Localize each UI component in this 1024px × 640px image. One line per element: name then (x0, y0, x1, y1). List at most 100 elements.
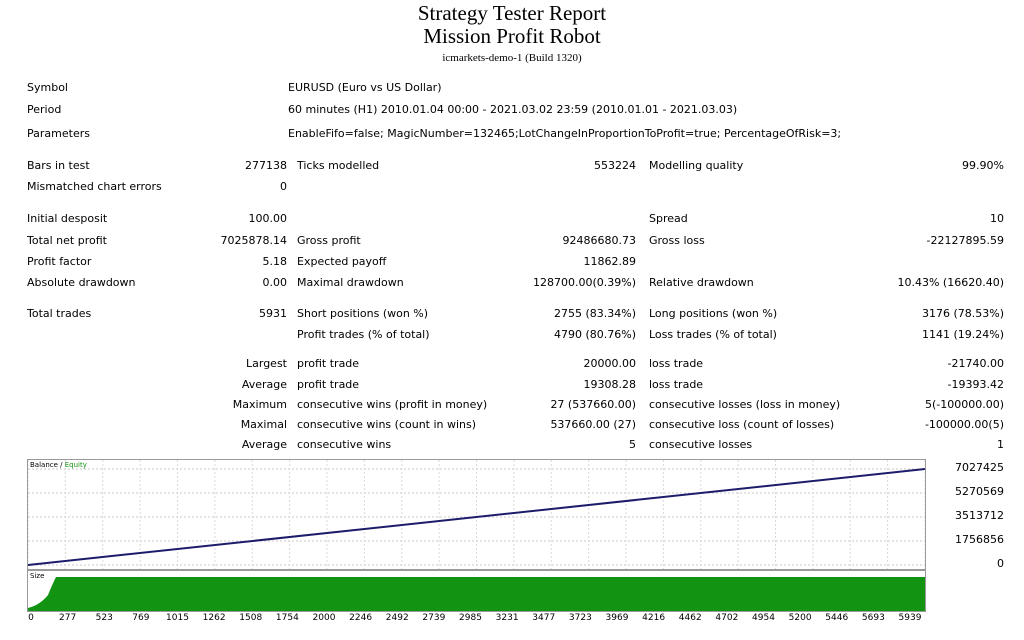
average-profit-value: 19308.28 (583, 378, 637, 391)
spread-value: 10 (990, 212, 1004, 225)
maximum-label: Maximum (232, 398, 287, 411)
x-tick-label: 3969 (605, 613, 629, 623)
period-label: Period (27, 103, 62, 116)
gross-profit-value: 92486680.73 (562, 234, 636, 247)
avg-consec-wins-label: consecutive wins (297, 438, 392, 451)
size-label: Size (30, 572, 45, 580)
profit-factor-label: Profit factor (27, 255, 92, 268)
size-chart: Size (27, 570, 926, 612)
y-tick-label: 3513712 (955, 509, 1004, 522)
y-tick-label: 5270569 (955, 485, 1004, 498)
rel-drawdown-label: Relative drawdown (649, 276, 754, 289)
average-loss-value: -19393.42 (947, 378, 1004, 391)
abs-drawdown-label: Absolute drawdown (27, 276, 136, 289)
parameters-value: EnableFifo=false; MagicNumber=132465;Lot… (288, 127, 842, 140)
x-tick-label: 2492 (385, 613, 409, 623)
largest-profit-label: profit trade (297, 357, 360, 370)
x-tick-label: 2000 (312, 613, 336, 623)
x-tick-label: 1754 (275, 613, 299, 623)
x-tick-label: 4216 (642, 613, 666, 623)
chart-legend: Balance / Equity (30, 461, 87, 469)
gross-loss-label: Gross loss (649, 234, 705, 247)
loss-trades-label: Loss trades (% of total) (649, 328, 777, 341)
period-value: 60 minutes (H1) 2010.01.04 00:00 - 2021.… (288, 103, 738, 116)
deposit-label: Initial desposit (27, 212, 108, 225)
maximal-consec-loss-label: consecutive loss (count of losses) (649, 418, 835, 431)
total-trades-value: 5931 (259, 307, 287, 320)
quality-label: Modelling quality (649, 159, 744, 172)
legend-balance: Balance (30, 461, 58, 469)
x-tick-label: 2739 (422, 613, 446, 623)
maximal-consec-loss-value: -100000.00(5) (924, 418, 1004, 431)
x-tick-label: 4462 (678, 613, 702, 623)
x-tick-label: 3477 (532, 613, 556, 623)
x-tick-label: 1015 (166, 613, 189, 623)
profit-trades-value: 4790 (80.76%) (553, 328, 636, 341)
x-tick-label: 5200 (788, 613, 812, 623)
report-subtitle: Mission Profit Robot (423, 24, 601, 48)
ticks-value: 553224 (594, 159, 636, 172)
max-drawdown-value: 128700.00(0.39%) (532, 276, 636, 289)
bars-value: 277138 (245, 159, 287, 172)
max-drawdown-label: Maximal drawdown (297, 276, 404, 289)
profit-trades-label: Profit trades (% of total) (297, 328, 430, 341)
x-tick-label: 277 (59, 613, 77, 623)
short-positions-value: 2755 (83.34%) (553, 307, 636, 320)
average-label: Average (241, 378, 287, 391)
average-loss-label: loss trade (649, 378, 704, 391)
x-tick-label: 3231 (495, 613, 519, 623)
x-tick-label: 1262 (202, 613, 226, 623)
profit-factor-value: 5.18 (262, 255, 288, 268)
largest-loss-label: loss trade (649, 357, 704, 370)
balance-chart: Balance / Equity (27, 459, 926, 570)
largest-label: Largest (246, 357, 287, 370)
x-tick-label: 4702 (715, 613, 739, 623)
report-title: Strategy Tester Report (417, 1, 607, 25)
loss-trades-value: 1141 (19.24%) (921, 328, 1004, 341)
long-positions-value: 3176 (78.53%) (921, 307, 1004, 320)
balance-line (28, 468, 925, 566)
parameters-label: Parameters (27, 127, 90, 140)
x-tick-label: 523 (95, 613, 113, 623)
x-tick-label: 5693 (861, 613, 885, 623)
legend-separator: / (57, 461, 65, 469)
x-tick-label: 5939 (898, 613, 922, 623)
mismatched-value: 0 (280, 180, 287, 193)
total-trades-label: Total trades (27, 307, 92, 320)
gross-profit-label: Gross profit (297, 234, 361, 247)
legend-equity: Equity (64, 461, 87, 469)
symbol-value: EURUSD (Euro vs US Dollar) (288, 81, 442, 94)
ticks-label: Ticks modelled (297, 159, 380, 172)
x-tick-label: 769 (132, 613, 150, 623)
max-consec-wins-value: 27 (537660.00) (550, 398, 636, 411)
x-tick-label: 3723 (568, 613, 592, 623)
bars-label: Bars in test (27, 159, 90, 172)
max-consec-wins-label: consecutive wins (profit in money) (297, 398, 488, 411)
max-consec-losses-value: 5(-100000.00) (924, 398, 1004, 411)
avg-consec-wins-value: 5 (629, 438, 636, 451)
balance-chart-svg (28, 460, 925, 569)
average-consec-label: Average (241, 438, 287, 451)
abs-drawdown-value: 0.00 (262, 276, 288, 289)
max-consec-losses-label: consecutive losses (loss in money) (649, 398, 841, 411)
expected-payoff-label: Expected payoff (297, 255, 387, 268)
y-tick-label: 1756856 (955, 533, 1004, 546)
x-tick-label: 2985 (459, 613, 482, 623)
mismatched-label: Mismatched chart errors (27, 180, 162, 193)
x-tick-label: 1508 (239, 613, 263, 623)
avg-consec-losses-label: consecutive losses (649, 438, 753, 451)
expected-payoff-value: 11862.89 (583, 255, 637, 268)
size-fill (28, 577, 925, 611)
net-profit-label: Total net profit (27, 234, 107, 247)
gross-loss-value: -22127895.59 (926, 234, 1004, 247)
maximal-consec-wins-value: 537660.00 (27) (550, 418, 636, 431)
spread-label: Spread (649, 212, 688, 225)
average-profit-label: profit trade (297, 378, 360, 391)
maximal-label: Maximal (240, 418, 287, 431)
y-tick-label: 0 (997, 557, 1004, 570)
net-profit-value: 7025878.14 (220, 234, 287, 247)
x-tick-label: 0 (28, 613, 34, 623)
symbol-label: Symbol (27, 81, 68, 94)
x-tick-label: 5446 (825, 613, 849, 623)
short-positions-label: Short positions (won %) (297, 307, 429, 320)
